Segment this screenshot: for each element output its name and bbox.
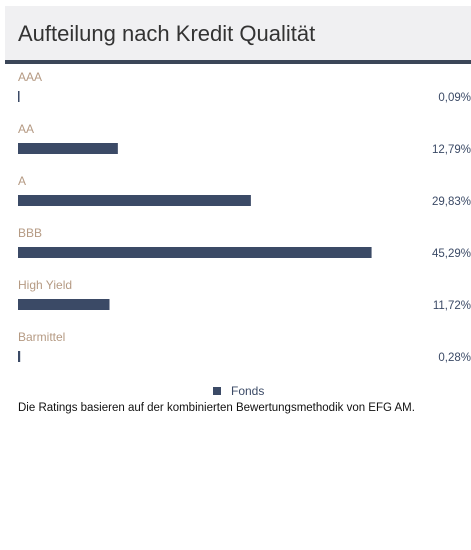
footnote: Die Ratings basieren auf der kombinierte… [18, 402, 415, 414]
bar [18, 351, 21, 362]
category-label: AA [18, 122, 34, 136]
value-label: 12,79% [432, 144, 471, 156]
category-label: Barmittel [18, 330, 65, 344]
bar [18, 247, 372, 258]
value-label: 0,28% [438, 352, 471, 364]
bar [18, 143, 118, 154]
category-label: High Yield [18, 278, 72, 292]
value-label: 29,83% [432, 196, 471, 208]
value-label: 0,09% [438, 92, 471, 104]
chart: Aufteilung nach Kredit Qualität AAA0,09%… [5, 6, 471, 398]
header-bg [5, 6, 471, 60]
header-rule [5, 60, 471, 64]
category-label: AAA [18, 70, 42, 84]
legend-swatch [213, 387, 221, 395]
value-label: 11,72% [433, 300, 471, 312]
value-label: 45,29% [432, 248, 471, 260]
bar [18, 195, 251, 206]
bar [18, 299, 110, 310]
legend-label: Fonds [231, 384, 264, 398]
category-label: BBB [18, 226, 42, 240]
category-label: A [18, 174, 26, 188]
bar [18, 91, 20, 102]
chart-title: Aufteilung nach Kredit Qualität [18, 21, 315, 46]
